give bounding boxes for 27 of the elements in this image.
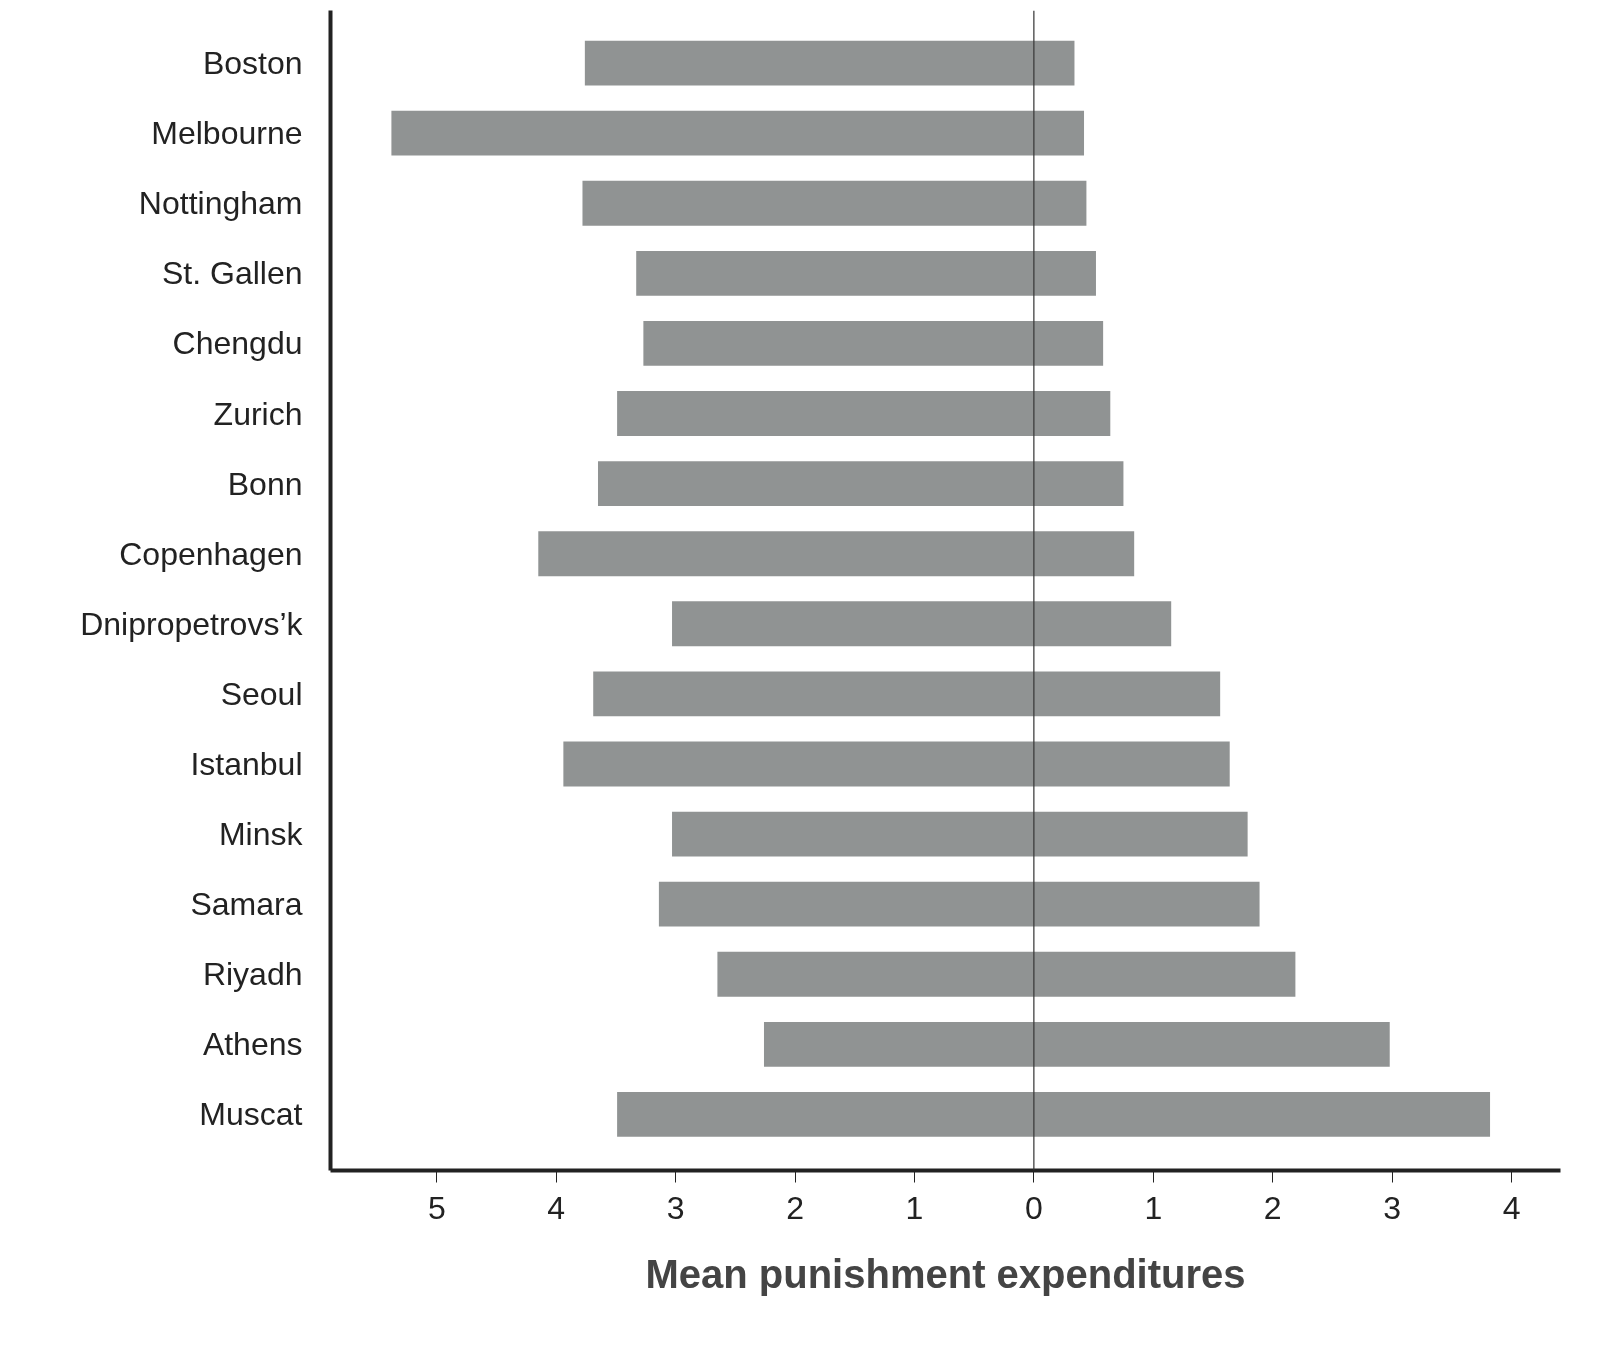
y-tick-label: Minsk [218,816,304,853]
y-tick-label: Melbourne [151,115,303,152]
x-tick-label: 1 [905,1189,924,1226]
y-tick-label: St. Gallen [161,255,303,292]
y-tick-label: Copenhagen [119,535,303,572]
x-tick-label: 1 [1144,1189,1163,1226]
y-tick-label: Nottingham [138,185,303,222]
y-tick-label: Riyadh [202,956,303,993]
x-tick-label: 4 [547,1189,566,1226]
y-tick-label: Zurich [213,395,303,432]
x-axis-title: Mean punishment expenditures [645,1251,1246,1296]
y-tick-label: Boston [202,45,303,82]
x-tick-label: 3 [666,1189,685,1226]
y-tick-label: Istanbul [190,745,303,782]
y-tick-label: Dnipropetrovs’k [80,605,304,642]
y-tick-label: Muscat [199,1096,303,1133]
x-tick-label: 3 [1383,1189,1402,1226]
y-tick-label: Bonn [227,465,303,502]
x-tick-label: 2 [1263,1189,1282,1226]
x-tick-label: 4 [1502,1189,1521,1226]
y-tick-label: Seoul [220,675,303,712]
y-tick-label: Athens [202,1026,303,1063]
x-tick-label: 5 [427,1189,446,1226]
y-tick-label: Chengdu [172,325,303,362]
x-tick-label: 2 [786,1189,804,1226]
x-tick-label: 0 [1024,1189,1043,1226]
y-tick-label: Samara [190,886,303,923]
